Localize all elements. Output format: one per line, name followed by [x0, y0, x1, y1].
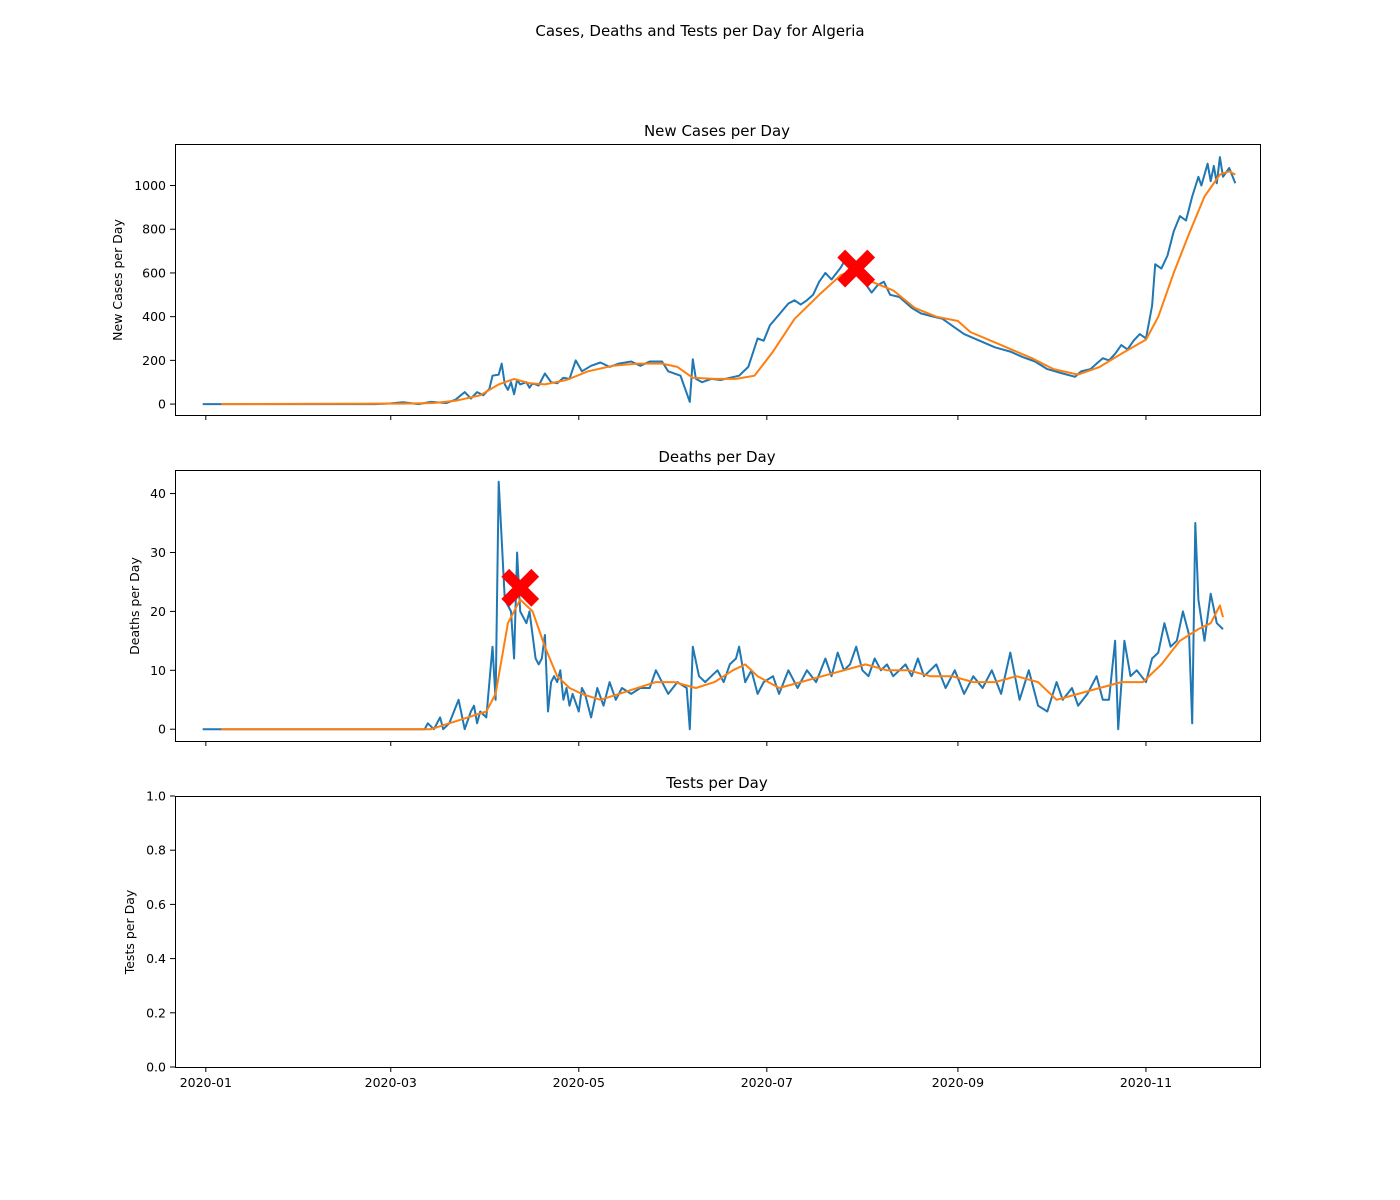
y-tick-label: 0.4	[146, 951, 166, 966]
y-tick-label: 0	[158, 722, 166, 737]
series-line-raw	[202, 480, 1224, 731]
x-tick-label: 2020-01	[180, 1075, 232, 1090]
x-tick-label: 2020-05	[553, 1075, 605, 1090]
y-axis-label: New Cases per Day	[110, 219, 125, 341]
y-tick-label: 10	[150, 663, 166, 678]
subplot-title: New Cases per Day	[644, 122, 790, 140]
y-tick-label: 1.0	[146, 789, 166, 804]
axes-frame	[175, 796, 1261, 1068]
peak-marker	[837, 249, 876, 288]
y-tick-label: 0	[158, 397, 166, 412]
y-tick-label: 1000	[134, 178, 166, 193]
figure-title: Cases, Deaths and Tests per Day for Alge…	[535, 22, 864, 40]
peak-marker	[501, 568, 540, 607]
subplot-title: Tests per Day	[665, 774, 768, 792]
axes-frame	[175, 144, 1261, 416]
series-line-smoothed	[221, 170, 1236, 406]
plot-area-deaths: 0 10 20 30 40	[150, 480, 1224, 746]
y-tick-label: 400	[142, 309, 166, 324]
subplot-new-cases: New Cases per Day New Cases per Day 0 200…	[110, 122, 1261, 420]
x-tick-label: 2020-09	[932, 1075, 984, 1090]
axes-frame	[175, 470, 1261, 742]
subplot-deaths: Deaths per Day Deaths per Day 0 10 20 30 40	[127, 448, 1261, 746]
x-tick-label: 2020-07	[741, 1075, 793, 1090]
y-tick-label: 40	[150, 486, 166, 501]
x-tick-label: 2020-03	[365, 1075, 417, 1090]
y-tick-label: 0.2	[146, 1005, 166, 1020]
plot-area-new-cases: 0 200 400 600 800 1000	[134, 156, 1237, 420]
plot-area-tests: 0.0 0.2 0.4 0.6 0.8 1.0 2020-01 2020-03 2020-05 2…	[146, 789, 1172, 1091]
series-line-raw	[202, 156, 1237, 406]
y-tick-label: 0.6	[146, 897, 166, 912]
y-tick-label: 0.0	[146, 1060, 166, 1075]
y-tick-label: 800	[142, 222, 166, 237]
x-tick-label: 2020-11	[1120, 1075, 1172, 1090]
series-line-smoothed	[221, 598, 1224, 731]
subplot-title: Deaths per Day	[658, 448, 775, 466]
y-axis-label: Tests per Day	[122, 889, 137, 975]
y-tick-label: 0.8	[146, 843, 166, 858]
y-axis-label: Deaths per Day	[127, 557, 142, 655]
y-tick-label: 600	[142, 265, 166, 280]
y-tick-label: 20	[150, 604, 166, 619]
y-tick-label: 200	[142, 353, 166, 368]
y-tick-label: 30	[150, 545, 166, 560]
subplot-tests: Tests per Day Tests per Day 0.0 0.2 0.4 0.6…	[122, 774, 1261, 1090]
